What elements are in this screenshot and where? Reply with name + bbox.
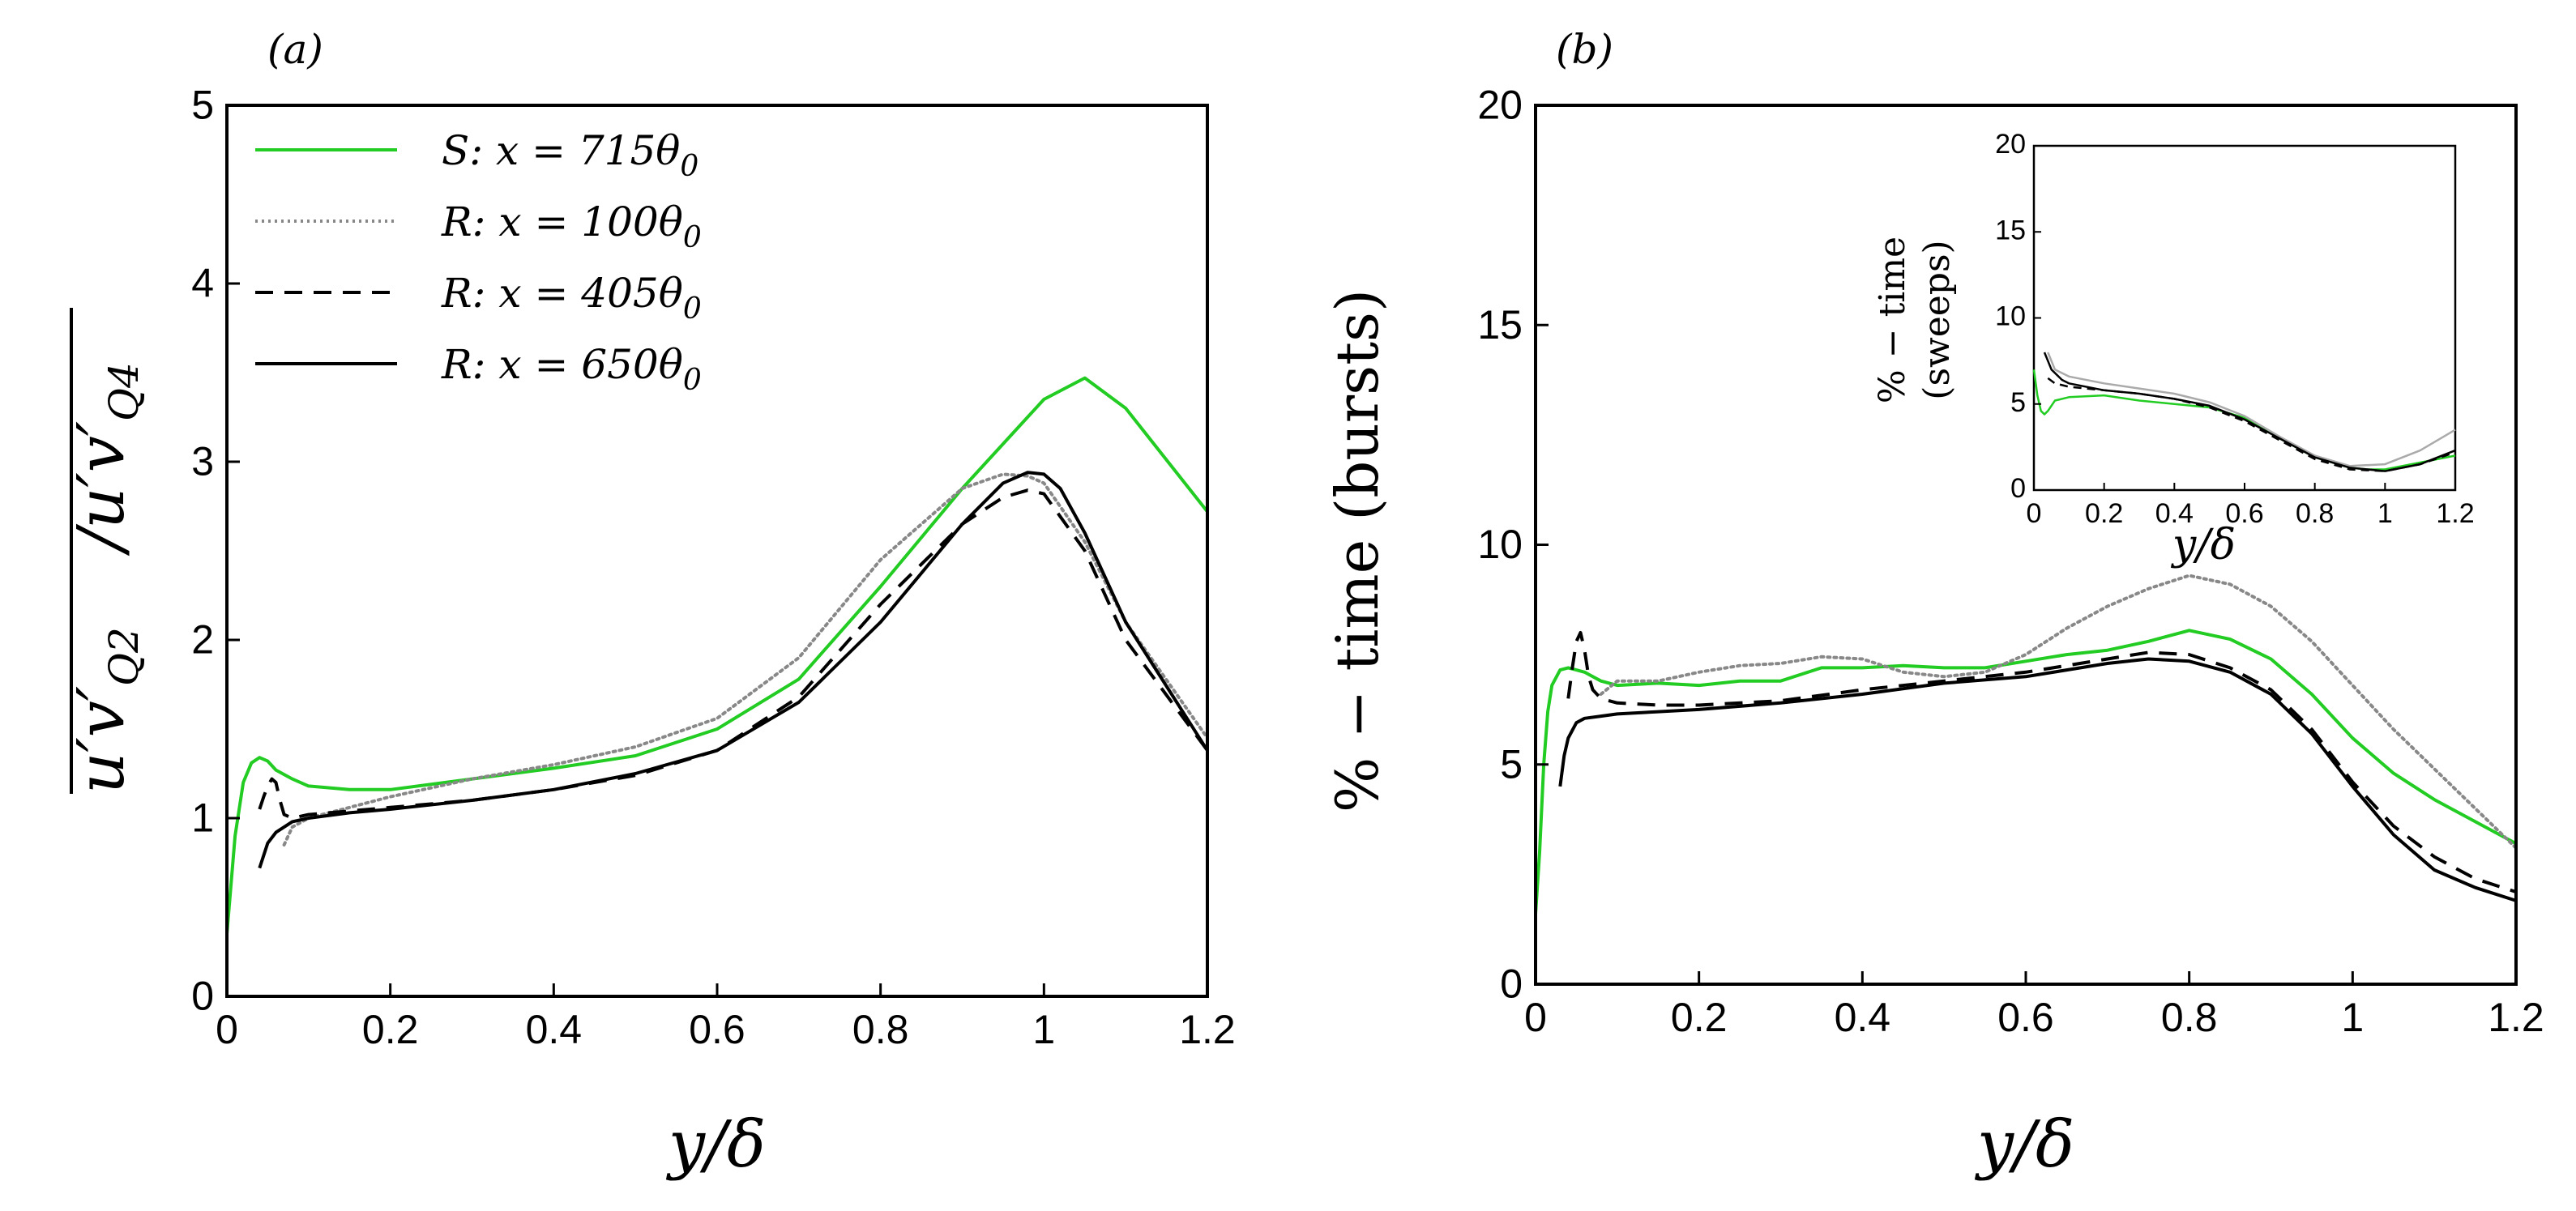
series-line-2-3: [2043, 352, 2456, 472]
x-tick-label-2-4: 0.8: [2296, 498, 2334, 529]
x-tick-label-1-6: 1.2: [2488, 995, 2544, 1040]
series-line-1-1: [1599, 574, 2518, 850]
inset-ticks: 0 0.2 0.4 0.6 0.8 1 1.2 0 5 10 15 20: [1995, 129, 2474, 529]
inset-chart: 0 0.2 0.4 0.6 0.8 1 1.2 0 5 10 15 20 % − time (swee…: [1872, 129, 2475, 569]
y-tick-label-1-2: 10: [1477, 522, 1523, 567]
x-tick-label-0-5: 1: [1032, 1007, 1055, 1052]
ylabel-den: /u′v′Q4: [63, 362, 147, 556]
series-line-1-3: [1558, 657, 2517, 902]
y-tick-label-0-3: 3: [191, 439, 214, 484]
x-tick-label-0-0: 0: [216, 1007, 238, 1052]
series-line-1-2: [1566, 631, 2517, 894]
x-tick-label-0-6: 1.2: [1179, 1007, 1236, 1052]
x-tick-label-1-1: 0.2: [1671, 995, 1728, 1040]
panel-a: (a) 0 0.2 0.4 0.6 0.8 1 1.2 0 1 2 3 4 5 u′v′Q2 /u′v′…: [63, 26, 1236, 1182]
inset-ylabel-line2: (sweeps): [1916, 240, 1958, 399]
panel-a-frame: [225, 104, 1209, 998]
series-line-0-1: [282, 472, 1209, 846]
y-tick-label-1-0: 0: [1500, 962, 1523, 1007]
y-tick-label-2-3: 15: [1995, 215, 2026, 245]
x-tick-label-2-5: 1: [2377, 498, 2393, 529]
panel-b-series: [1534, 574, 2518, 915]
inset-xlabel: y/δ: [2171, 521, 2236, 569]
panel-a-ticks: 0 0.2 0.4 0.6 0.8 1 1.2 0 1 2 3 4 5: [191, 83, 1236, 1053]
x-tick-label-2-3: 0.6: [2225, 498, 2263, 529]
panel-a-xlabel: y/δ: [666, 1107, 766, 1182]
panel-a-legend: S: x = 715θ0 R: x = 100θ0 R: x = 405θ0 R: x…: [255, 127, 702, 397]
panel-b-xlabel: y/δ: [1975, 1107, 2074, 1182]
x-tick-label-2-2: 0.4: [2155, 498, 2194, 529]
inset-series: [2032, 352, 2456, 472]
x-tick-label-2-0: 0: [2027, 498, 2042, 529]
y-tick-label-0-2: 2: [191, 617, 214, 663]
x-tick-label-1-4: 0.8: [2161, 995, 2218, 1040]
series-line-0-3: [258, 471, 1209, 869]
x-tick-label-2-6: 1.2: [2436, 498, 2474, 529]
series-line-0-0: [225, 376, 1209, 935]
panel-a-series: [225, 376, 1209, 935]
panel-a-ylabel: u′v′Q2 /u′v′Q4: [63, 308, 147, 794]
legend-label-2: R: x = 405θ0: [441, 270, 702, 326]
inset-ylabel-line1: % − time: [1872, 237, 1913, 403]
x-tick-label-1-0: 0: [1524, 995, 1547, 1040]
x-tick-label-0-1: 0.2: [362, 1007, 419, 1052]
y-tick-label-0-5: 5: [191, 83, 214, 128]
y-tick-label-2-1: 5: [2010, 387, 2026, 418]
x-tick-label-1-3: 0.6: [1997, 995, 2054, 1040]
inset-frame: [2032, 144, 2457, 492]
series-line-2-1: [2047, 352, 2456, 467]
y-tick-label-2-4: 20: [1995, 129, 2026, 160]
x-tick-label-2-1: 0.2: [2085, 498, 2123, 529]
legend-label-3: R: x = 650θ0: [441, 341, 702, 397]
panel-a-label: (a): [267, 26, 323, 73]
ylabel-num: u′v′Q2: [63, 627, 147, 794]
legend-label-1: R: x = 100θ0: [441, 198, 702, 254]
y-tick-label-1-4: 20: [1477, 83, 1523, 128]
panel-b-label: (b): [1556, 26, 1613, 73]
x-tick-label-1-5: 1: [2341, 995, 2364, 1040]
y-tick-label-0-1: 1: [191, 795, 214, 841]
x-tick-label-0-3: 0.6: [689, 1007, 745, 1052]
series-line-0-2: [258, 488, 1209, 820]
panel-b-ylabel: % − time (bursts): [1323, 289, 1391, 812]
series-line-1-0: [1534, 629, 2517, 915]
legend-label-0: S: x = 715θ0: [442, 127, 698, 183]
x-tick-label-1-2: 0.4: [1835, 995, 1891, 1040]
x-tick-label-0-2: 0.4: [526, 1007, 583, 1052]
y-tick-label-1-3: 15: [1477, 302, 1523, 348]
y-tick-label-1-1: 5: [1500, 741, 1523, 787]
x-tick-label-0-4: 0.8: [852, 1007, 909, 1052]
y-tick-label-2-2: 10: [1995, 301, 2026, 332]
y-tick-label-0-4: 4: [191, 261, 214, 306]
y-tick-label-2-0: 0: [2010, 473, 2026, 504]
y-tick-label-0-0: 0: [191, 974, 214, 1019]
